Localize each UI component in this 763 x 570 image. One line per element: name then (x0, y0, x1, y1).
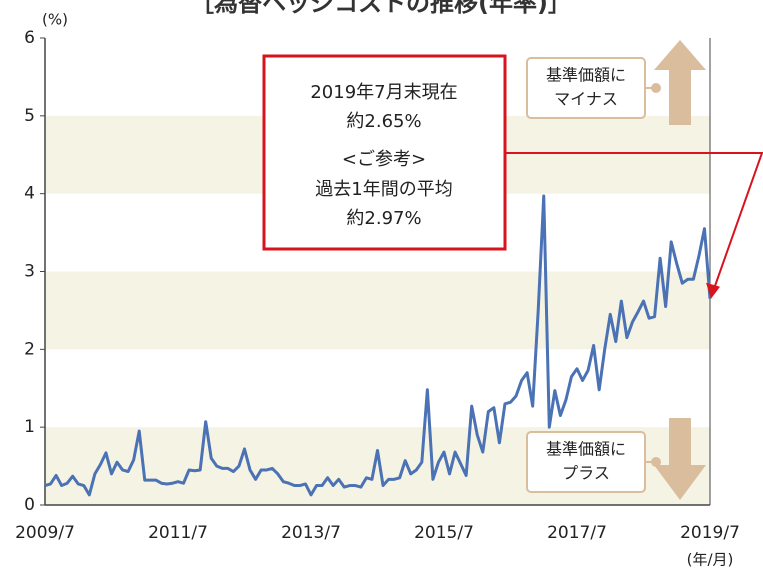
x-tick-label: 2019/7 (680, 523, 740, 543)
x-tick-label: 2017/7 (547, 523, 607, 543)
note-arrow (654, 40, 706, 125)
y-tick-label: 4 (24, 184, 35, 204)
annotation-text: <ご参考> (342, 149, 426, 170)
note-text: プラス (562, 464, 610, 483)
note-text: 基準価額に (546, 440, 626, 459)
band (45, 271, 710, 350)
chart-title: ［為替ヘッジコストの推移(年率)］ (190, 0, 572, 17)
line-series (44, 194, 712, 497)
y-tick-label: 6 (24, 28, 35, 48)
y-tick-label: 1 (24, 417, 35, 437)
y-tick-label: 0 (24, 495, 35, 515)
x-tick-label: 2009/7 (15, 523, 75, 543)
note-arrow (654, 418, 706, 500)
annotation-arrowhead (706, 282, 720, 299)
annotation-box (262, 54, 507, 251)
note-text: マイナス (554, 90, 618, 109)
y-unit: (%) (42, 11, 68, 29)
x-tick-label: 2015/7 (414, 523, 474, 543)
y-tick-label: 5 (24, 106, 35, 126)
y-tick-label: 3 (24, 262, 35, 282)
x-unit: (年/月) (687, 551, 734, 569)
x-tick-label: 2013/7 (281, 523, 341, 543)
annotation-text: 過去1年間の平均 (315, 179, 452, 200)
y-tick-label: 2 (24, 339, 35, 359)
annotation-text: 2019年7月末現在 (310, 82, 457, 103)
annotation-text: 約2.97% (346, 208, 421, 229)
x-tick-label: 2011/7 (148, 523, 208, 543)
annotation-leader (505, 152, 763, 290)
annotation-text: 約2.65% (346, 111, 421, 132)
note-dot (651, 457, 661, 467)
note-dot (651, 83, 661, 93)
note-text: 基準価額に (546, 66, 626, 85)
